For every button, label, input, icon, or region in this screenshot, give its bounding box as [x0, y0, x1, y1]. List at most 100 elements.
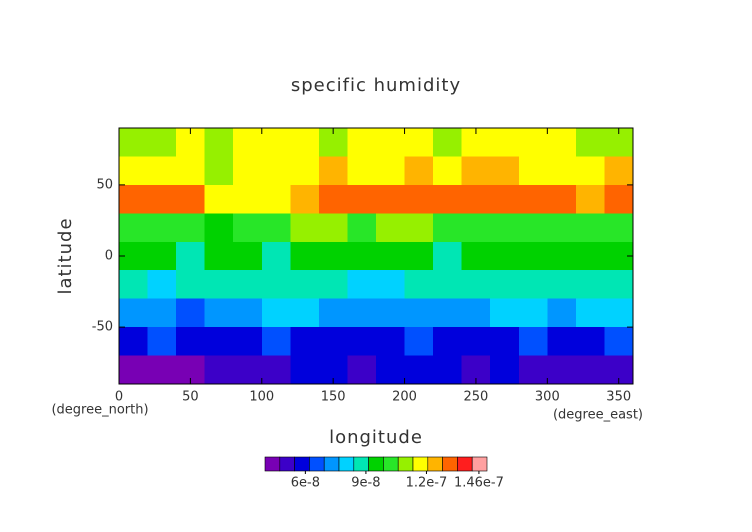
- y-tick-label: 0: [105, 249, 113, 264]
- colorbar-swatch: [383, 456, 399, 472]
- colorbar-swatch: [471, 456, 488, 472]
- contour-cell: [490, 184, 520, 214]
- contour-cell: [119, 270, 149, 300]
- contour-cell: [119, 213, 149, 243]
- contour-cell: [575, 355, 605, 385]
- contour-cell: [547, 270, 577, 300]
- contour-cell: [461, 241, 491, 271]
- y-axis-label: latitude: [55, 217, 76, 294]
- contour-cell: [318, 241, 348, 271]
- contour-cell: [204, 156, 234, 186]
- contour-cell: [404, 270, 434, 300]
- x-tick-label: 0: [115, 390, 123, 405]
- contour-cell: [261, 184, 291, 214]
- contour-cell: [575, 241, 605, 271]
- contour-cell: [547, 184, 577, 214]
- y-tick-label: 50: [96, 177, 113, 192]
- contour-cell: [404, 156, 434, 186]
- contour-cell: [290, 184, 320, 214]
- contour-cell: [575, 327, 605, 357]
- contour-cell: [404, 128, 434, 157]
- contour-cell: [233, 327, 263, 357]
- contour-cell: [233, 184, 263, 214]
- contour-cell: [518, 327, 548, 357]
- contour-cell: [290, 298, 320, 328]
- contour-cell: [376, 298, 406, 328]
- contour-cell: [347, 128, 377, 157]
- contour-cell: [604, 213, 634, 243]
- x-tick-label: 250: [464, 390, 489, 405]
- colorbar-swatch: [397, 456, 414, 472]
- contour-cell: [547, 156, 577, 186]
- contour-cell: [433, 327, 463, 357]
- contour-cell: [461, 156, 491, 186]
- contour-cell: [518, 156, 548, 186]
- contour-cell: [176, 241, 206, 271]
- contour-cell: [233, 355, 263, 385]
- contour-cell: [261, 270, 291, 300]
- contour-cell: [575, 128, 605, 157]
- contour-cell: [204, 270, 234, 300]
- contour-cell: [119, 327, 149, 357]
- contour-cell: [261, 241, 291, 271]
- contour-cell: [204, 298, 234, 328]
- contour-cell: [176, 270, 206, 300]
- contour-cell: [347, 327, 377, 357]
- contour-cell: [347, 213, 377, 243]
- contour-cell: [290, 270, 320, 300]
- contour-cell: [376, 270, 406, 300]
- colorbar-tick-label: 1.2e-7: [406, 476, 448, 491]
- contour-cell: [490, 156, 520, 186]
- contour-cell: [119, 128, 149, 157]
- contour-cell: [261, 213, 291, 243]
- contour-cell: [404, 298, 434, 328]
- colorbar-swatch: [323, 456, 340, 472]
- colorbar-swatch: [279, 456, 295, 472]
- colorbar-swatch: [264, 456, 281, 472]
- contour-cell: [204, 128, 234, 157]
- contour-cell: [518, 128, 548, 157]
- colorbar-swatch: [442, 456, 458, 472]
- x-axis-label: longitude: [329, 427, 423, 448]
- colorbar-swatch: [338, 456, 355, 472]
- x-tick-label: 150: [321, 390, 346, 405]
- contour-cell: [261, 327, 291, 357]
- contour-cell: [376, 355, 406, 385]
- colorbar-swatch: [309, 456, 325, 472]
- contour-cell: [147, 241, 177, 271]
- contour-cell: [347, 355, 377, 385]
- contour-cell: [575, 184, 605, 214]
- contour-cell: [547, 213, 577, 243]
- colorbar-swatch: [294, 456, 310, 472]
- contour-cell: [176, 298, 206, 328]
- x-tick-label: 350: [606, 390, 631, 405]
- contour-cell: [490, 355, 520, 385]
- contour-cell: [147, 270, 177, 300]
- colorbar-swatch: [412, 456, 429, 472]
- field: [119, 128, 634, 385]
- contour-cell: [347, 241, 377, 271]
- contour-cell: [490, 241, 520, 271]
- contour-cell: [490, 128, 520, 157]
- contour-cell: [147, 355, 177, 385]
- contour-cell: [347, 156, 377, 186]
- contour-cell: [290, 355, 320, 385]
- contour-cell: [404, 184, 434, 214]
- contour-cell: [318, 298, 348, 328]
- contour-cell: [119, 298, 149, 328]
- contour-cell: [604, 184, 634, 214]
- colorbar-tick-label: 6e-8: [291, 476, 320, 491]
- y-unit: (degree_north): [51, 403, 148, 418]
- contour-cell: [404, 355, 434, 385]
- colorbar-swatch: [427, 456, 443, 472]
- contour-cell: [433, 355, 463, 385]
- contour-cell: [518, 213, 548, 243]
- contour-cell: [233, 298, 263, 328]
- colorbar-swatch: [457, 456, 473, 472]
- contour-cell: [433, 156, 463, 186]
- contour-cell: [376, 128, 406, 157]
- contour-cell: [604, 298, 634, 328]
- contour-cell: [433, 241, 463, 271]
- contour-cell: [147, 213, 177, 243]
- contour-cell: [575, 298, 605, 328]
